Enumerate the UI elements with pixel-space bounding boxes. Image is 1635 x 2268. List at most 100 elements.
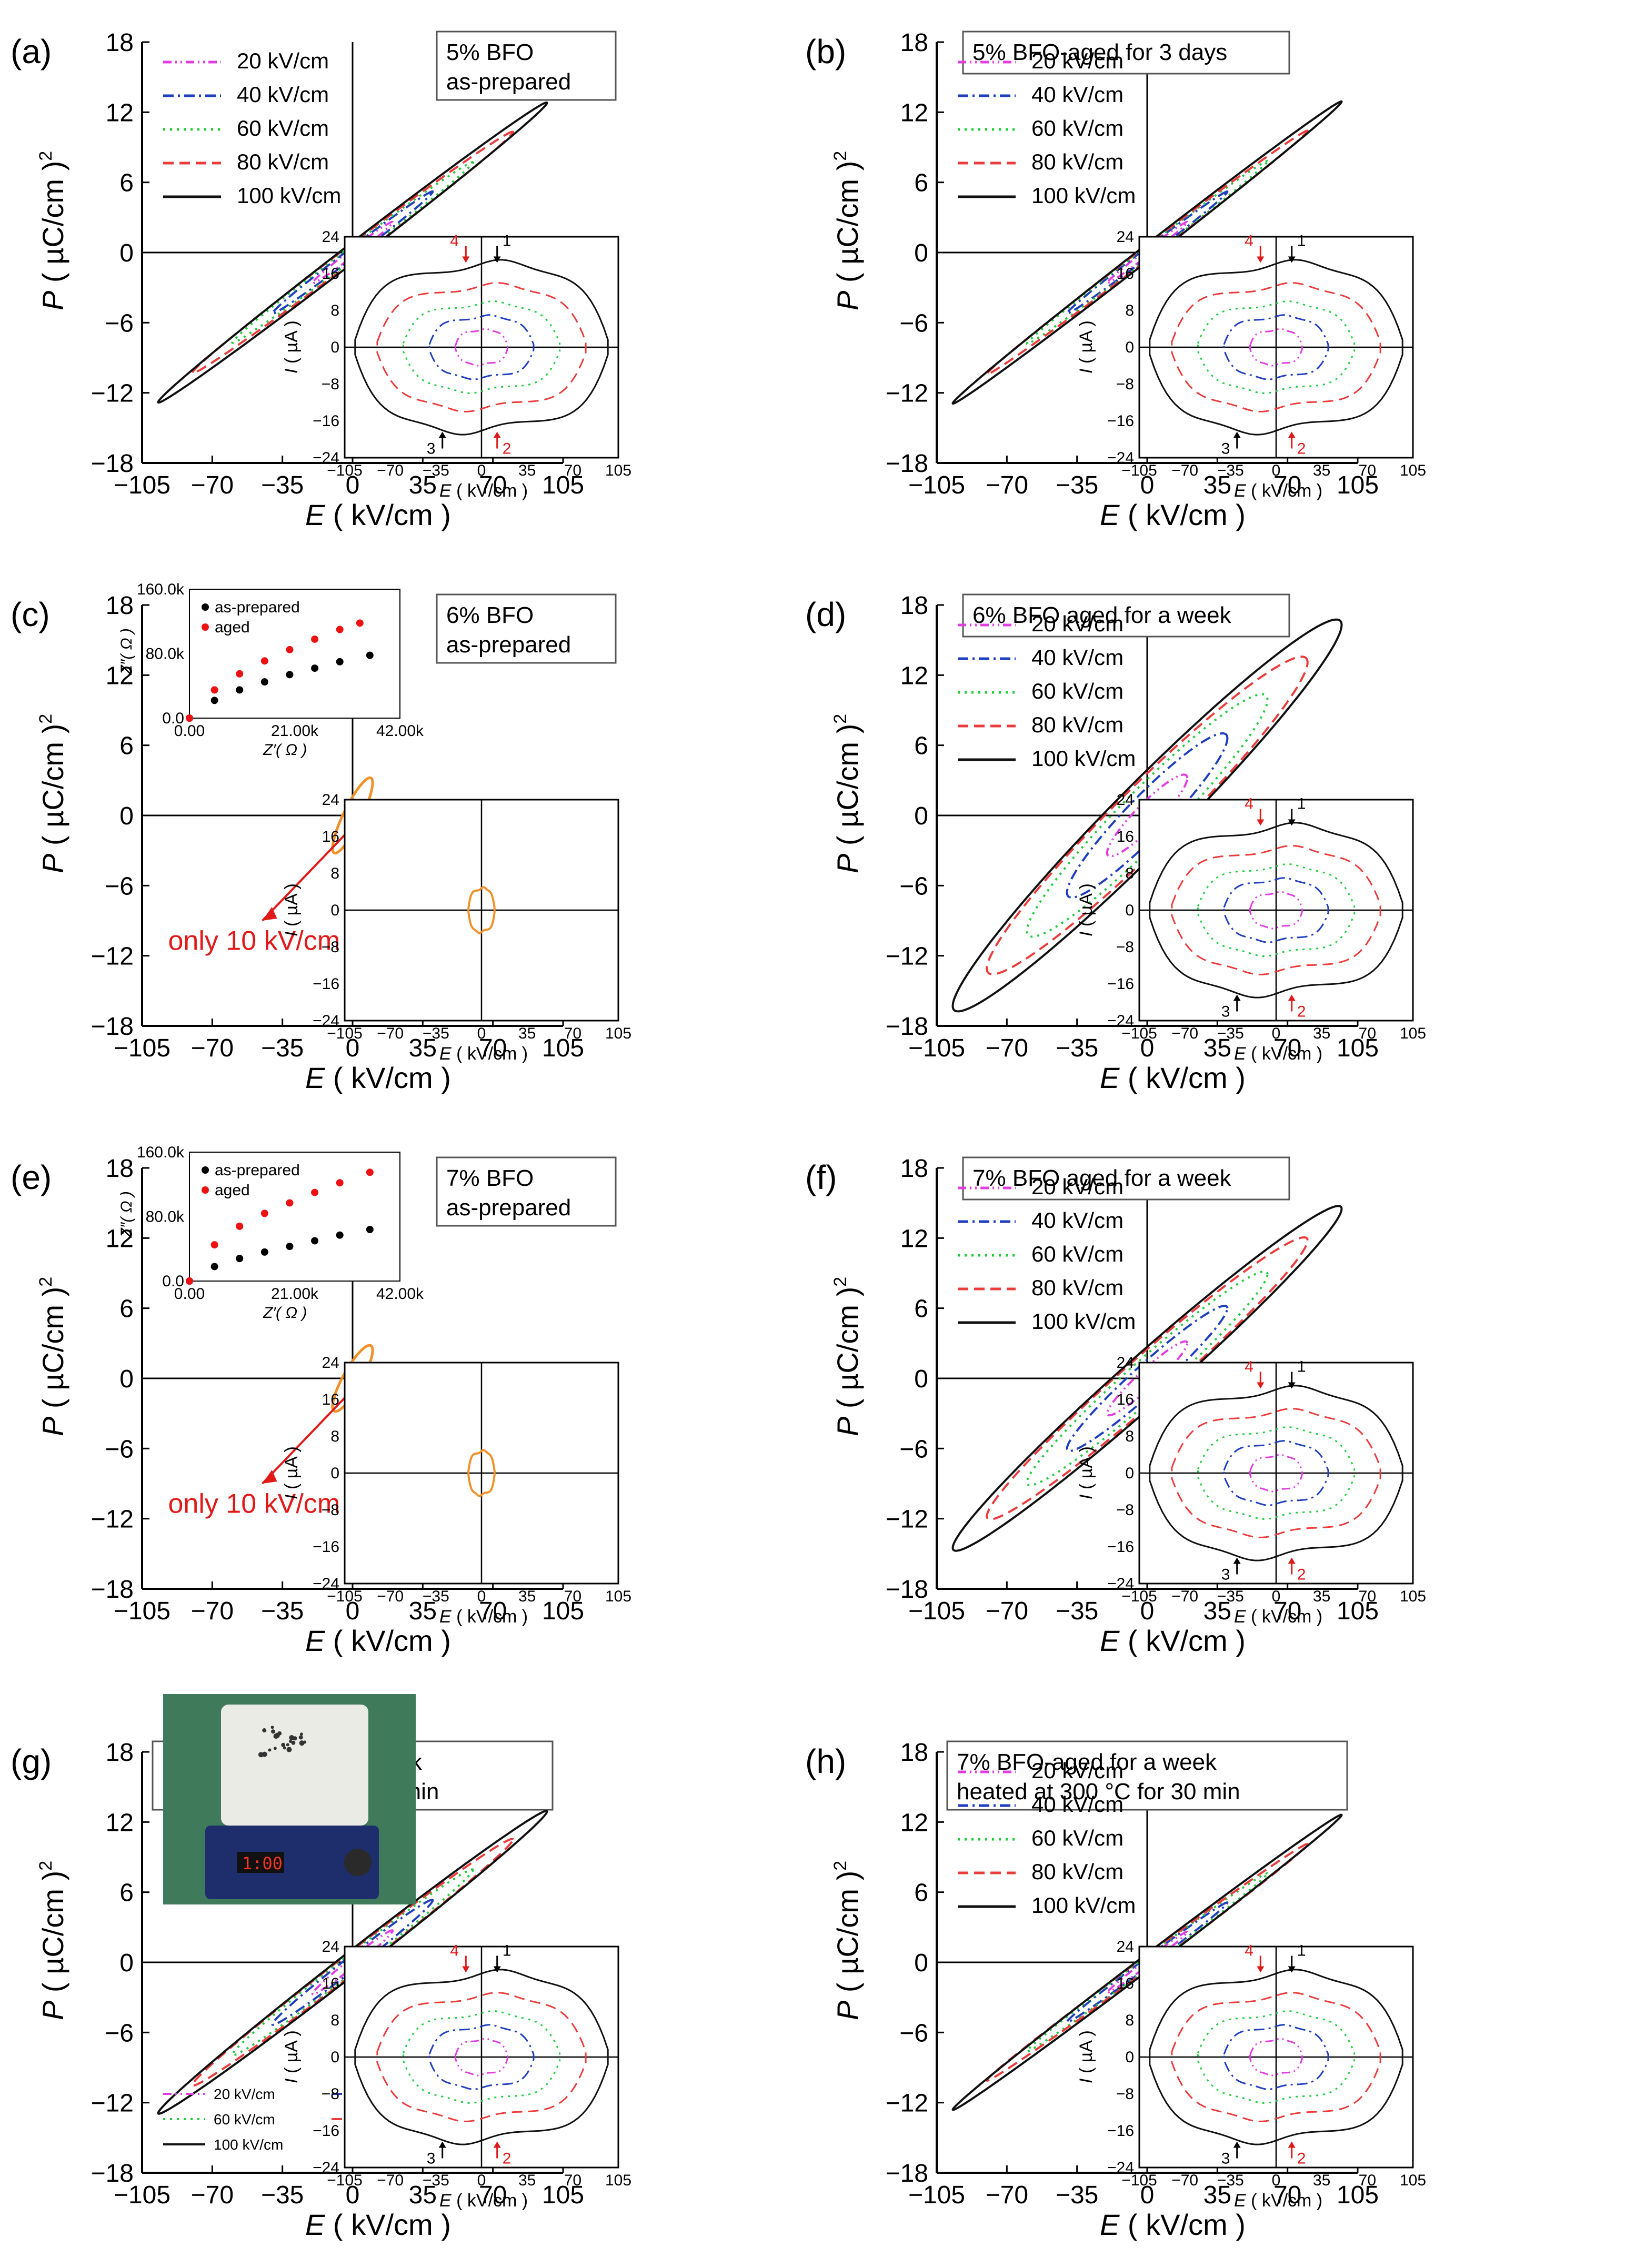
switch-arrowhead <box>462 256 470 263</box>
impedance-point-aged <box>210 1241 218 1249</box>
x-axis-symbol: E <box>1100 2208 1120 2241</box>
current-y-tick: −24 <box>1107 449 1134 467</box>
y-axis-unit: ( µC/cm ) <box>831 1287 864 1417</box>
impedance-point-aged <box>260 1209 268 1217</box>
current-x-tick: 105 <box>605 1588 631 1605</box>
current-x-tick: 70 <box>1359 2172 1376 2189</box>
x-tick-label: −105 <box>114 1034 170 1062</box>
switch-label: 2 <box>1297 1566 1306 1584</box>
pe-loop-100kvcm <box>951 100 1343 405</box>
x-tick-label: 0 <box>1140 471 1155 499</box>
impedance-point-aged <box>336 626 344 633</box>
current-y-tick: 8 <box>1125 865 1134 882</box>
impedance-point-as-prepared <box>336 1231 344 1239</box>
legend-label: 60 kV/cm <box>214 2111 275 2128</box>
impedance-point-aged <box>286 646 294 653</box>
current-x-tick: −105 <box>1121 1588 1157 1605</box>
current-loop-40kvcm <box>428 314 535 380</box>
sample-particle <box>283 1746 286 1750</box>
y-tick-label: −18 <box>91 1013 134 1041</box>
current-x-unit: ( kV/cm ) <box>1246 481 1322 501</box>
current-loop-60kvcm <box>1197 2010 1356 2104</box>
y-tick-label: 6 <box>119 1295 134 1323</box>
current-y-tick: 8 <box>1125 302 1134 319</box>
current-loop-100kvcm <box>1149 1969 1403 2145</box>
switch-arrowhead <box>493 256 501 263</box>
y-tick-label: 0 <box>119 239 134 267</box>
x-tick-label: 70 <box>479 2181 507 2209</box>
x-tick-label: 35 <box>1203 471 1231 499</box>
current-y-tick: −8 <box>1116 376 1134 393</box>
impedance-y-tick: 80.0k <box>146 646 185 663</box>
switch-label: 2 <box>1297 2150 1306 2168</box>
current-x-tick: −35 <box>1217 462 1244 479</box>
y-axis-superscript: 2 <box>36 1861 56 1871</box>
y-tick-label: 12 <box>900 99 928 127</box>
x-tick-label: −35 <box>1056 2181 1098 2209</box>
current-y-tick: 24 <box>322 1938 339 1955</box>
current-y-tick: −8 <box>322 376 339 393</box>
impedance-point-as-prepared <box>260 1248 268 1256</box>
annotation-text: 6% BFO aged for a week <box>972 602 1232 628</box>
current-x-tick: −70 <box>377 2172 404 2189</box>
switch-arrowhead <box>1257 256 1265 263</box>
current-x-tick: −105 <box>1121 2172 1157 2189</box>
impedance-point-aged <box>186 714 193 722</box>
switch-label: 3 <box>427 2150 436 2168</box>
current-x-unit: ( kV/cm ) <box>452 1607 528 1627</box>
annotation-box <box>962 593 1290 638</box>
current-x-tick: −70 <box>1171 1588 1198 1605</box>
current-y-tick: −16 <box>313 412 339 430</box>
y-axis-unit: ( µC/cm ) <box>36 1871 69 2001</box>
legend-label: 60 kV/cm <box>1031 116 1124 140</box>
current-y-tick: −16 <box>1107 2122 1134 2140</box>
current-loop-single <box>467 1449 496 1497</box>
y-axis-unit: ( µC/cm ) <box>831 1871 864 2001</box>
current-x-tick: −35 <box>423 1588 449 1605</box>
current-loop-60kvcm <box>1197 300 1356 394</box>
current-x-label: E ( kV/cm ) <box>439 481 528 501</box>
sample-particle <box>298 1735 303 1740</box>
current-x-tick: 35 <box>1313 1025 1330 1042</box>
pe-loop-20kvcm <box>311 220 394 285</box>
y-tick-label: −18 <box>886 1013 928 1041</box>
impedance-inset-frame <box>189 1152 400 1282</box>
current-y-tick: 24 <box>1117 791 1134 809</box>
current-y-tick: 8 <box>330 1428 339 1445</box>
impedance-point-as-prepared <box>286 1243 294 1251</box>
legend-label: 40 kV/cm <box>1031 645 1124 670</box>
current-x-tick: 35 <box>518 1025 536 1042</box>
y-tick-label: −12 <box>886 943 928 971</box>
annotation-text: 7% BFO aged for a week <box>972 1165 1232 1191</box>
pe-loop-100kvcm <box>951 618 1343 1013</box>
current-y-tick: −8 <box>1116 1501 1134 1519</box>
current-y-unit: ( µA ) <box>282 1446 302 1494</box>
impedance-point-as-prepared <box>366 651 374 659</box>
pe-loop-60kvcm <box>231 1868 474 2057</box>
y-tick-label: −6 <box>899 1435 928 1463</box>
current-y-symbol: I <box>1076 931 1096 936</box>
legend-label: 80 kV/cm <box>1031 149 1124 174</box>
sample-particle <box>289 1735 295 1741</box>
current-y-symbol: I <box>282 368 302 374</box>
current-loop-20kvcm <box>1249 2038 1303 2077</box>
switch-label: 3 <box>1221 1566 1230 1584</box>
x-tick-label: 70 <box>1273 471 1301 499</box>
current-loop-100kvcm <box>354 1969 609 2145</box>
pe-loop-20kvcm <box>311 1929 394 1995</box>
pe-loop-40kvcm <box>1066 1304 1229 1453</box>
current-y-tick: −24 <box>313 449 339 467</box>
y-tick-label: 12 <box>900 1809 928 1837</box>
y-tick-label: 18 <box>900 592 928 620</box>
impedance-point-aged <box>336 1179 344 1187</box>
current-y-unit: ( µA ) <box>282 320 302 368</box>
current-x-tick: −35 <box>1217 1025 1244 1042</box>
current-y-tick: −16 <box>313 2122 339 2140</box>
x-axis-unit: ( kV/cm ) <box>325 2208 451 2241</box>
y-tick-label: 0 <box>119 1949 134 1977</box>
current-loop-single <box>467 886 496 934</box>
current-y-unit: ( µA ) <box>282 883 302 931</box>
y-axis-superscript: 2 <box>830 151 850 161</box>
